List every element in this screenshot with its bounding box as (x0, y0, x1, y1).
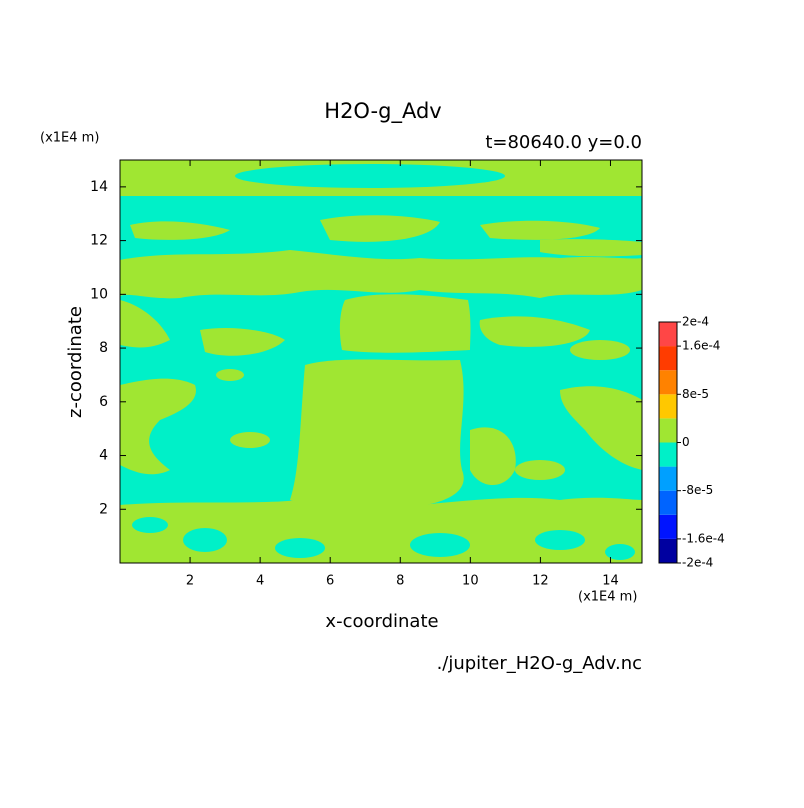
colorbar-segment (659, 514, 677, 539)
y-tick-label: 4 (99, 448, 108, 464)
axes: 2 4 6 8 10 12 14 2 4 6 8 10 12 14 (90, 160, 642, 589)
colorbar-tick-label: 0 (682, 435, 690, 449)
x-axis-label: x-coordinate (325, 611, 438, 632)
x-tick-label: 14 (602, 574, 619, 589)
y-tick-label: 10 (90, 286, 108, 302)
colorbar-segment (659, 370, 677, 395)
colorbar-segment (659, 346, 677, 371)
colorbar-tick-label: 1.6e-4 (682, 339, 720, 353)
y-axis-label: z-coordinate (65, 306, 86, 418)
colorbar-tick-label: 8e-5 (682, 387, 709, 401)
y-tick-label: 8 (99, 340, 108, 356)
x-tick-label: 10 (462, 574, 479, 589)
chart-title: H2O-g_Adv (324, 99, 441, 124)
colorbar-segment (659, 466, 677, 491)
colorbar: 2e-4 1.6e-4 8e-5 0 -8e-5 -1.6e-4 -2e-4 (658, 315, 725, 570)
plot-frame (119, 159, 643, 564)
colorbar-segment (659, 538, 677, 563)
y-unit: (x1E4 m) (40, 131, 99, 146)
x-unit: (x1E4 m) (578, 590, 637, 605)
colorbar-tick-label: -8e-5 (682, 483, 713, 497)
colorbar-segment (659, 442, 677, 467)
colorbar-tick-label: 2e-4 (682, 315, 709, 329)
x-tick-label: 6 (326, 574, 334, 589)
field-region (120, 164, 642, 560)
field-region (120, 160, 642, 563)
y-tick-label: 14 (90, 179, 108, 195)
x-tick-label: 12 (532, 574, 549, 589)
y-tick-label: 12 (90, 233, 108, 249)
y-tick-label: 6 (99, 394, 108, 410)
colorbar-tick-label: -1.6e-4 (682, 531, 725, 545)
colorbar-segment (659, 322, 677, 347)
colorbar-tick-label: -2e-4 (682, 556, 713, 570)
contour-field (120, 160, 642, 563)
y-tick-label: 2 (99, 501, 108, 517)
colorbar-segment (659, 490, 677, 515)
colorbar-segment (659, 394, 677, 419)
chart-subtitle: t=80640.0 y=0.0 (485, 132, 642, 153)
source-label: ./jupiter_H2O-g_Adv.nc (437, 653, 642, 674)
x-tick-label: 2 (186, 574, 194, 589)
x-tick-label: 8 (396, 574, 404, 589)
colorbar-segment (659, 418, 677, 443)
x-tick-label: 4 (256, 574, 264, 589)
